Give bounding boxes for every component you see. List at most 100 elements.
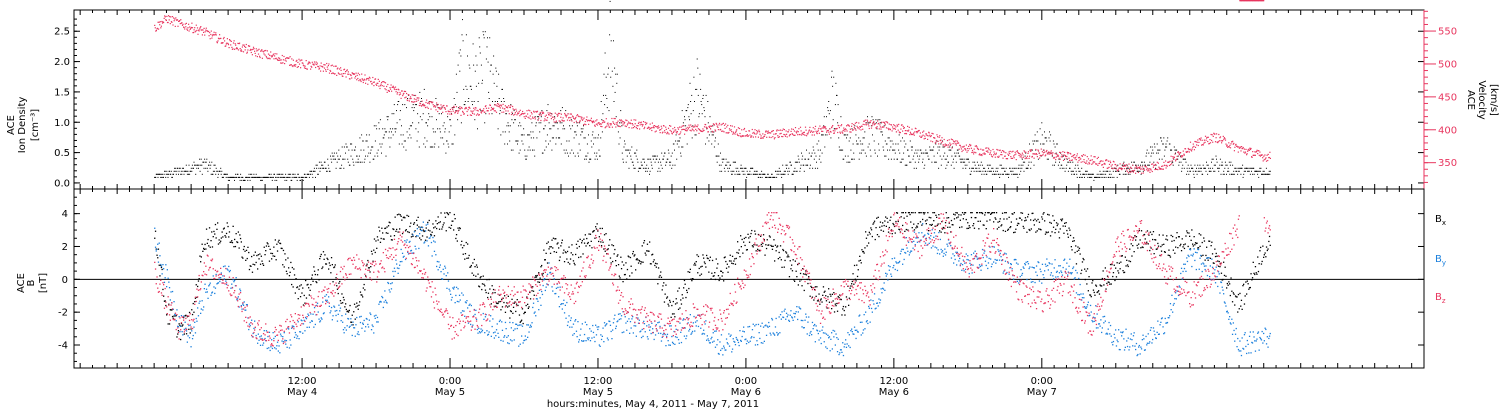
velocity-point	[347, 71, 349, 73]
density-point	[617, 131, 619, 133]
field-bx-point	[654, 262, 657, 264]
velocity-point	[715, 130, 717, 132]
density-point	[968, 161, 970, 163]
field-bx-point	[172, 317, 174, 319]
density-point	[608, 110, 610, 112]
density-point	[1196, 173, 1198, 175]
velocity-point	[419, 103, 422, 105]
velocity-point	[1154, 168, 1156, 171]
density-point	[412, 104, 414, 106]
density-point	[1131, 170, 1133, 172]
velocity-point	[391, 90, 393, 92]
field-bx-point	[479, 277, 481, 279]
velocity-point	[274, 55, 276, 57]
velocity-point	[779, 129, 782, 131]
velocity-point	[914, 131, 916, 133]
field-bx-point	[161, 268, 163, 271]
density-point	[827, 107, 829, 109]
velocity-point	[512, 105, 514, 108]
velocity-point	[404, 90, 407, 93]
density-point	[549, 128, 551, 130]
velocity-point	[805, 129, 807, 131]
velocity-point	[812, 127, 814, 129]
density-point	[324, 161, 326, 163]
field-bx-point	[695, 261, 697, 263]
velocity-point	[968, 148, 970, 150]
velocity-point	[565, 116, 567, 118]
density-point	[202, 161, 204, 163]
velocity-point	[1102, 160, 1104, 162]
velocity-point	[1149, 171, 1151, 173]
field-bx-point	[330, 272, 332, 274]
velocity-point	[1041, 151, 1043, 153]
velocity-point	[919, 132, 921, 134]
density-point	[178, 170, 180, 172]
velocity-point	[1227, 146, 1229, 148]
density-point	[342, 158, 344, 160]
velocity-point	[1079, 156, 1081, 158]
density-point	[900, 161, 902, 163]
field-bx-point	[226, 222, 228, 224]
density-point	[335, 167, 337, 169]
velocity-point	[1249, 148, 1252, 151]
density-point	[1187, 170, 1189, 172]
velocity-point	[322, 66, 324, 68]
field-bx-point	[299, 285, 301, 287]
velocity-point	[778, 129, 780, 131]
field-bx-point	[160, 266, 163, 269]
density-point	[1124, 173, 1126, 175]
velocity-point	[600, 125, 602, 127]
velocity-point	[873, 121, 875, 123]
density-point	[1108, 176, 1110, 178]
density-point	[561, 107, 563, 109]
velocity-point	[1235, 143, 1237, 145]
velocity-point	[1110, 165, 1112, 167]
velocity-point	[633, 119, 635, 121]
density-point	[535, 122, 537, 124]
density-point	[387, 116, 389, 118]
velocity-point	[628, 127, 630, 129]
velocity-point	[408, 94, 410, 96]
density-point	[459, 70, 461, 72]
velocity-point	[654, 131, 656, 133]
field-bx-point	[495, 305, 497, 307]
density-point	[1086, 173, 1088, 175]
density-point	[372, 158, 374, 160]
velocity-point	[929, 136, 931, 138]
density-point	[969, 167, 971, 169]
field-bx-point	[298, 288, 300, 290]
density-point	[327, 158, 329, 160]
density-point	[669, 161, 670, 163]
velocity-point	[802, 131, 804, 134]
density-point	[221, 170, 223, 172]
density-point	[382, 128, 384, 130]
field-bx-point	[674, 316, 676, 318]
velocity-point	[976, 146, 978, 148]
velocity-point	[298, 63, 301, 65]
density-point	[1103, 176, 1105, 178]
density-point	[357, 158, 359, 160]
velocity-point	[590, 119, 592, 121]
velocity-point	[568, 116, 570, 119]
density-point	[528, 134, 530, 136]
field-bx-point	[763, 239, 765, 241]
velocity-point	[433, 106, 435, 108]
velocity-point	[767, 132, 769, 134]
density-point	[602, 113, 604, 115]
velocity-point	[667, 132, 669, 134]
velocity-point	[855, 129, 857, 131]
field-bx-point	[228, 236, 230, 238]
density-point	[553, 137, 554, 139]
velocity-point	[190, 26, 192, 29]
velocity-point	[307, 62, 309, 64]
field-bx-point	[276, 243, 278, 245]
density-point	[610, 40, 612, 42]
velocity-point	[761, 137, 763, 139]
velocity-point	[1127, 166, 1129, 168]
density-tick-label: 1.0	[54, 118, 70, 129]
velocity-point	[859, 126, 861, 128]
velocity-point	[1183, 153, 1185, 155]
velocity-point	[1057, 155, 1060, 157]
density-point	[843, 158, 845, 160]
velocity-point	[346, 70, 348, 72]
